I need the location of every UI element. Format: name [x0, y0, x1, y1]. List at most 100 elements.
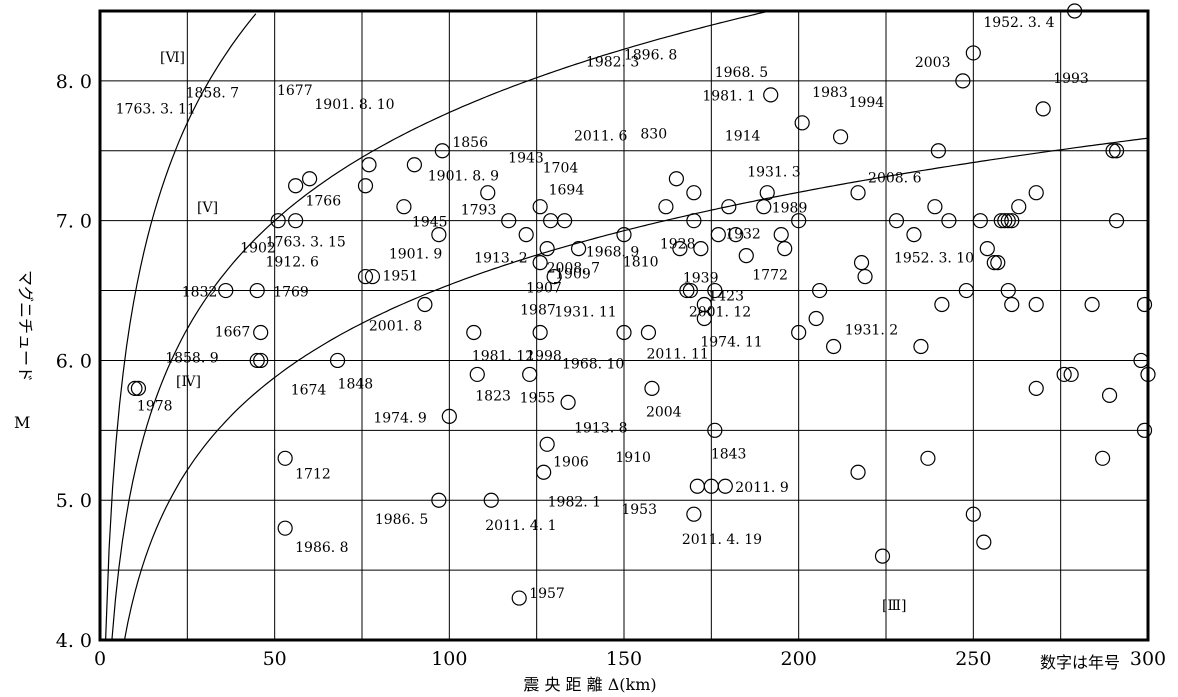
point-label: 2008. 7 — [547, 261, 600, 277]
data-point — [277, 520, 293, 536]
point-label: 1968. 5 — [715, 65, 768, 81]
data-point — [288, 178, 304, 194]
point-label: 830 — [640, 127, 667, 143]
data-point — [689, 478, 705, 494]
data-point — [850, 185, 866, 201]
tick-labels: 0 50 100 150 200 250 300 4. 0 5. 0 6. 0 7. 0 8. 0 — [56, 71, 1166, 670]
data-point — [686, 213, 702, 229]
data-point — [539, 241, 555, 257]
data-point — [986, 255, 1002, 271]
data-point — [644, 380, 660, 396]
data-point — [965, 506, 981, 522]
data-point — [288, 213, 304, 229]
data-point — [997, 213, 1013, 229]
data-point — [857, 268, 873, 285]
data-point — [832, 129, 849, 145]
data-point — [990, 255, 1006, 271]
data-point — [941, 213, 957, 229]
zone-label-iv: [Ⅳ] — [176, 374, 201, 390]
data-point — [357, 178, 374, 194]
x-tick-label: 250 — [955, 648, 991, 670]
point-label: 1769 — [273, 285, 309, 301]
point-label: 1677 — [277, 83, 313, 99]
point-label: 1843 — [711, 446, 747, 462]
data-point — [1063, 366, 1079, 383]
point-label: 1694 — [549, 183, 585, 199]
zone-label-v: [Ⅴ] — [197, 200, 218, 216]
point-label: 2011. 9 — [735, 480, 788, 496]
data-point — [812, 282, 828, 299]
data-point — [853, 255, 870, 271]
data-point — [270, 213, 286, 229]
data-point — [693, 241, 709, 257]
data-point — [1028, 296, 1044, 313]
data-point — [763, 87, 779, 103]
data-point — [434, 143, 450, 159]
y-axis-symbol: M — [14, 413, 30, 432]
data-point — [249, 282, 265, 299]
data-point — [522, 366, 538, 383]
data-point — [972, 213, 988, 229]
point-label: 1910 — [615, 450, 651, 466]
point-label: 1901. 8. 10 — [314, 97, 394, 113]
point-label: 1913. 2 — [474, 251, 527, 267]
grid — [100, 11, 1148, 640]
point-label: 1931. 3 — [747, 165, 800, 181]
data-point — [1108, 213, 1125, 229]
data-point — [396, 199, 412, 215]
point-label: 1901. 9 — [389, 247, 442, 263]
data-point — [658, 199, 674, 215]
x-tick-label: 100 — [431, 648, 467, 670]
point-label: 1667 — [215, 324, 251, 340]
data-point — [913, 338, 929, 355]
point-label: 1832 — [182, 285, 218, 301]
data-point — [993, 213, 1009, 229]
point-label: 1906 — [553, 454, 589, 470]
data-point — [441, 408, 457, 424]
data-point — [302, 171, 318, 187]
point-label: 1907 — [526, 281, 562, 297]
data-point — [480, 185, 496, 201]
point-label: 2001. 12 — [689, 305, 751, 321]
data-point — [466, 324, 482, 341]
point-label: 1945 — [412, 215, 448, 231]
boundary-curve-vi — [105, 13, 257, 641]
data-point — [773, 227, 789, 243]
data-point — [1000, 282, 1016, 299]
data-point — [707, 282, 723, 299]
y-tick-label: 8. 0 — [56, 71, 92, 93]
data-point — [364, 268, 381, 285]
point-label: 1856 — [452, 135, 488, 151]
point-label: 1423 — [708, 289, 744, 305]
data-point — [501, 213, 517, 229]
point-label: 1858. 9 — [165, 350, 218, 366]
data-point — [920, 450, 936, 466]
x-axis-title: 震 央 距 離 Δ(km) — [523, 675, 656, 694]
boundary-curve-iv — [123, 137, 1149, 641]
point-label: 1909 — [555, 267, 591, 283]
data-point — [707, 422, 723, 438]
data-point — [570, 241, 587, 257]
data-point — [738, 248, 754, 264]
data-point — [976, 534, 992, 550]
data-point — [791, 213, 807, 229]
data-point — [1004, 213, 1020, 229]
point-label: 1932 — [725, 227, 761, 243]
data-point — [532, 199, 548, 215]
data-point — [277, 450, 293, 466]
data-point — [406, 157, 422, 173]
data-point — [791, 324, 807, 341]
point-label: 1896. 8 — [624, 48, 677, 64]
data-point — [686, 185, 702, 201]
data-point — [728, 227, 744, 243]
point-label: 1989 — [772, 201, 808, 217]
point-label: 2011. 11 — [646, 346, 708, 362]
point-label: 1704 — [543, 161, 579, 177]
point-label: 1913. 8 — [574, 420, 627, 436]
data-point — [850, 464, 866, 480]
point-label: 1981. 1 — [702, 89, 755, 105]
data-point — [934, 296, 950, 313]
y-tick-label: 5. 0 — [56, 490, 92, 512]
point-label: 2008. 6 — [868, 171, 922, 187]
